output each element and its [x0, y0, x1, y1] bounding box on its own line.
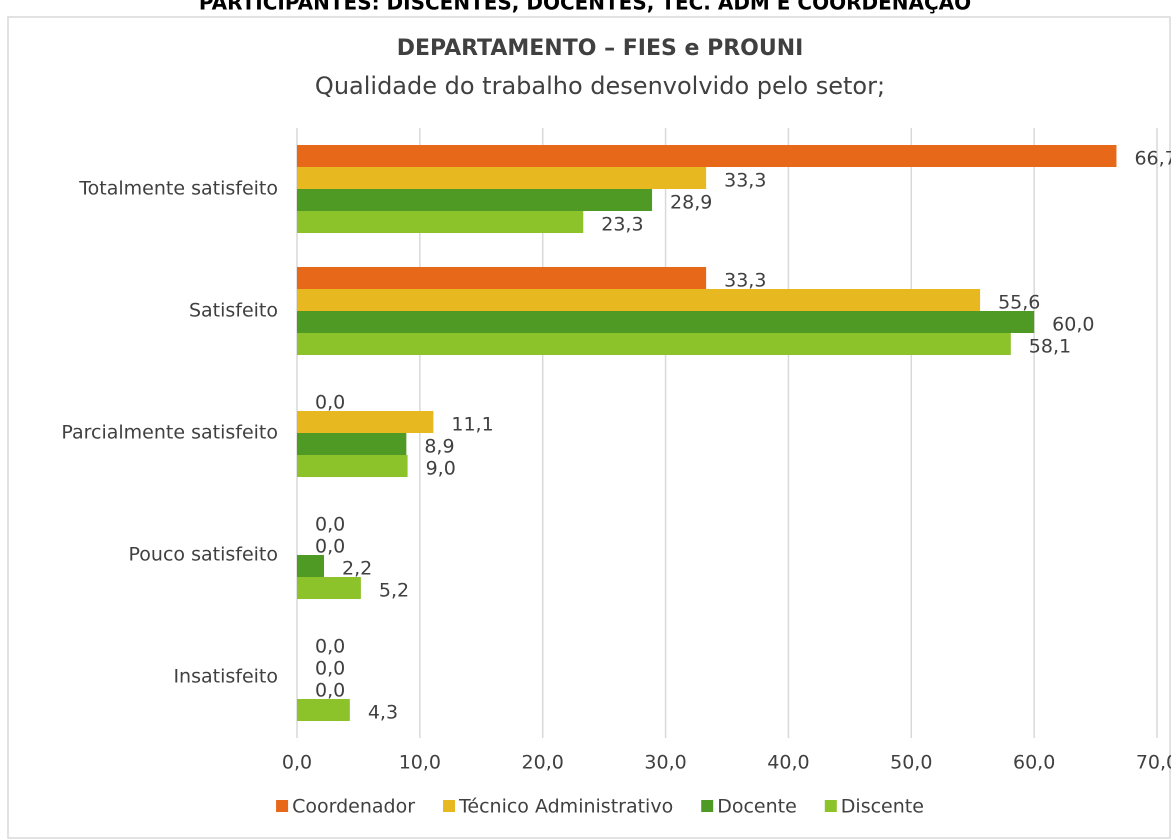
- value-label: 55,6: [998, 292, 1040, 314]
- bar: [297, 145, 1117, 167]
- y-tick-label: Totalmente satisfeito: [78, 178, 278, 200]
- bar: [297, 167, 707, 189]
- y-tick-label: Satisfeito: [189, 300, 278, 322]
- x-tick-label: 70,0: [1136, 752, 1171, 774]
- legend-swatch: [701, 800, 714, 812]
- value-label: 0,0: [315, 514, 345, 536]
- bar: [297, 311, 1035, 333]
- chart-subtitle: Qualidade do trabalho desenvolvido pelo …: [315, 72, 885, 100]
- value-label: 23,3: [601, 214, 643, 236]
- chart-title: DEPARTAMENTO – FIES e PROUNI: [397, 36, 804, 61]
- legend-swatch: [443, 800, 456, 812]
- legend-label: Técnico Administrativo: [458, 796, 673, 818]
- bar: [297, 211, 584, 233]
- value-label: 33,3: [724, 270, 766, 292]
- value-label: 0,0: [315, 658, 345, 680]
- value-label: 9,0: [426, 458, 456, 480]
- value-label: 2,2: [342, 558, 372, 580]
- y-tick-label: Insatisfeito: [173, 666, 278, 688]
- value-label: 58,1: [1029, 336, 1071, 358]
- x-tick-label: 40,0: [767, 752, 809, 774]
- legend-label: Coordenador: [292, 796, 415, 818]
- bar: [297, 333, 1011, 355]
- y-tick-label: Pouco satisfeito: [129, 544, 278, 566]
- value-label: 33,3: [724, 170, 766, 192]
- bar: [297, 455, 408, 477]
- x-tick-label: 30,0: [644, 752, 686, 774]
- bar: [297, 267, 707, 289]
- bar: [297, 699, 350, 721]
- value-label: 28,9: [670, 192, 712, 214]
- x-tick-label: 20,0: [522, 752, 564, 774]
- x-tick-label: 10,0: [399, 752, 441, 774]
- value-label: 0,0: [315, 392, 345, 414]
- value-label: 60,0: [1052, 314, 1094, 336]
- bar: [297, 411, 434, 433]
- legend-swatch: [824, 800, 837, 812]
- bar: [297, 577, 361, 599]
- bar: [297, 289, 981, 311]
- chart-suptitle: PARTICIPANTES: DISCENTES, DOCENTES, TEC.…: [199, 0, 971, 15]
- y-tick-label: Parcialmente satisfeito: [61, 422, 278, 444]
- legend-swatch: [276, 800, 289, 812]
- x-tick-label: 0,0: [282, 752, 312, 774]
- x-tick-label: 60,0: [1013, 752, 1055, 774]
- value-label: 0,0: [315, 536, 345, 558]
- value-label: 11,1: [451, 414, 493, 436]
- value-label: 4,3: [368, 702, 398, 724]
- bar: [297, 555, 325, 577]
- bar: [297, 189, 653, 211]
- value-label: 5,2: [379, 580, 409, 602]
- value-label: 0,0: [315, 680, 345, 702]
- value-label: 8,9: [424, 436, 454, 458]
- value-label: 0,0: [315, 636, 345, 658]
- legend-label: Discente: [841, 796, 924, 818]
- bar: [297, 433, 407, 455]
- x-tick-label: 50,0: [890, 752, 932, 774]
- value-label: 66,7: [1134, 148, 1171, 170]
- legend-label: Docente: [717, 796, 797, 818]
